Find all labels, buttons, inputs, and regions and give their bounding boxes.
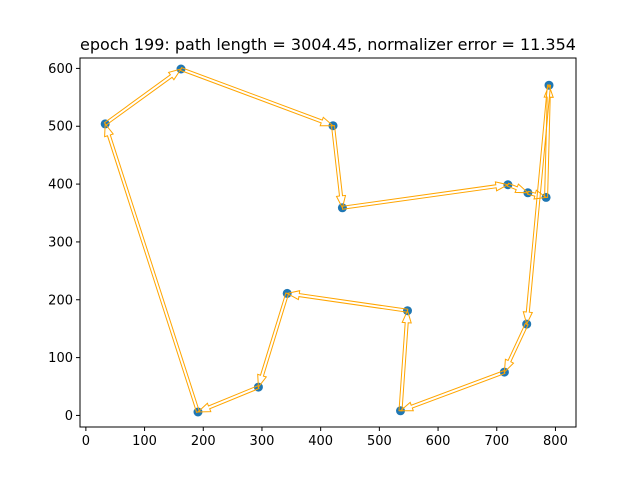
x-tick-label: 100	[132, 434, 157, 449]
x-tick-label: 400	[308, 434, 333, 449]
plot-area: 0 100 200 300 400 500 600 700 800 0 100 200 300 400 50…	[48, 57, 577, 449]
path-arrow	[506, 182, 530, 194]
path-arrow	[399, 369, 506, 412]
path-arrow	[285, 290, 409, 313]
x-tick-label: 600	[426, 434, 451, 449]
path-arrow	[103, 68, 183, 126]
x-tick-label: 300	[250, 434, 275, 449]
y-tick-label: 100	[48, 351, 73, 366]
path-arrow	[526, 189, 548, 200]
path-arrow	[104, 122, 201, 414]
chart-title: epoch 199: path length = 3004.45, normal…	[80, 35, 576, 54]
path-arrow	[196, 385, 260, 413]
path-arrow	[257, 292, 290, 389]
path-arrows	[103, 66, 554, 414]
path-arrow	[330, 124, 347, 210]
y-tick-label: 500	[48, 120, 73, 135]
x-tick-label: 500	[367, 434, 392, 449]
x-tick-label: 200	[191, 434, 216, 449]
y-tick-label: 600	[48, 62, 73, 77]
y-tick-label: 0	[65, 409, 73, 424]
path-arrow	[398, 309, 412, 412]
y-tick-label: 200	[48, 293, 73, 308]
path-arrow	[179, 66, 335, 127]
x-tick-label: 800	[543, 434, 568, 449]
y-tick-label: 300	[48, 235, 73, 250]
y-tick-label: 400	[48, 178, 73, 193]
path-arrow	[522, 84, 552, 326]
path-arrow	[503, 322, 529, 374]
path-arrow	[341, 181, 510, 210]
x-tick-label: 0	[82, 434, 90, 449]
x-tick-label: 700	[484, 434, 509, 449]
axes-frame	[79, 57, 577, 428]
